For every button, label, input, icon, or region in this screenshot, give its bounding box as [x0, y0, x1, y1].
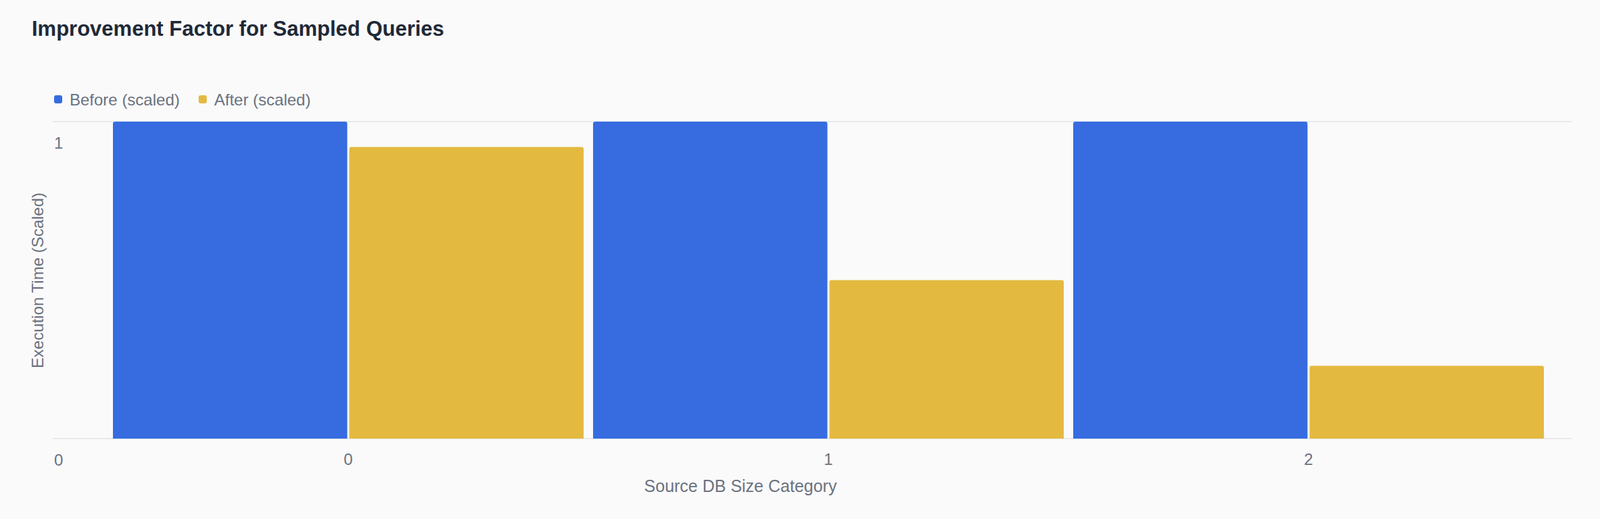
bar [1073, 121, 1308, 439]
x-tick-label: 1 [823, 450, 833, 469]
chart: Improvement Factor for Sampled Queries Be… [0, 0, 1600, 519]
legend-swatch [54, 95, 63, 104]
bar [349, 147, 585, 439]
y-tick-label: 1 [54, 133, 63, 153]
y-axis-label: Execution Time (Scaled) [28, 192, 47, 369]
legend-label: Before (scaled) [69, 90, 180, 109]
title: Improvement Factor for Sampled Queries [31, 16, 445, 41]
bar [1309, 365, 1545, 439]
bars [112, 121, 1544, 439]
bar [593, 121, 828, 439]
x-tick-label: 0 [343, 450, 353, 469]
bar [112, 121, 348, 439]
legend-swatch [198, 95, 207, 104]
legend-label: After (scaled) [214, 90, 312, 109]
x-axis-label: Source DB Size Category [644, 476, 838, 496]
legend-item: Before (scaled) [54, 90, 180, 109]
y-tick-label: 0 [54, 451, 63, 470]
legend-item: After (scaled) [198, 90, 312, 109]
x-tick-label: 2 [1303, 450, 1313, 469]
bar [829, 280, 1065, 440]
